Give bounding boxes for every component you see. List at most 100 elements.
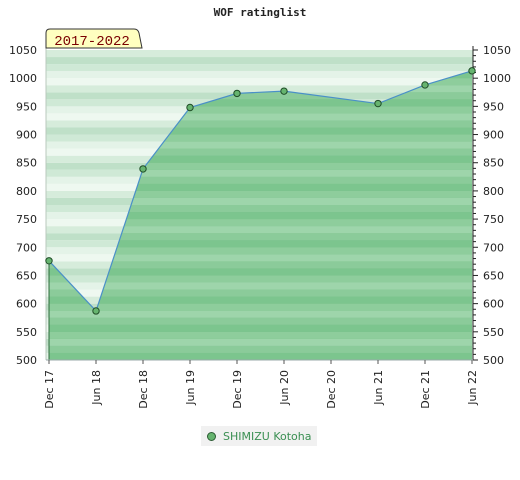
area-stripe [49,338,472,346]
x-tick-label: Dec 21 [419,370,432,409]
y-tick-label-left: 1000 [9,72,37,85]
background-band [46,64,473,72]
area-stripe [49,99,472,107]
data-point [233,89,241,98]
y-tick-label-left: 750 [16,213,37,226]
area-stripe [49,233,472,241]
area-stripe [49,113,472,121]
background-band [46,50,473,58]
x-tick-label: Jun 19 [184,370,197,406]
x-tick-label: Jun 18 [90,370,103,406]
y-tick-label-right: 700 [483,241,504,254]
data-point [45,257,53,265]
area-stripe [49,183,472,191]
area-stripe [49,212,472,220]
data-markers [45,67,476,315]
area-stripe [49,282,472,290]
y-tick-label-right: 850 [483,157,504,170]
area-stripe [49,106,472,114]
y-tick-label-left: 650 [16,269,37,282]
area-stripe [49,296,472,304]
y-tick-label-right: 650 [483,269,504,282]
period-badge: 2017-2022 [45,28,143,50]
area-stripe [49,141,472,149]
data-point [374,99,382,108]
y-tick-label-left: 1050 [9,44,37,57]
y-tick-label-left: 850 [16,157,37,170]
area-stripe [49,261,472,269]
y-tick-label-left: 900 [16,129,37,142]
period-badge-label: 2017-2022 [54,34,130,50]
area-stripe [49,176,472,184]
area-stripe [49,197,472,205]
background-band [46,71,473,79]
x-tick-label: Dec 20 [325,370,338,409]
y-tick-label-right: 950 [483,100,504,113]
legend-label: SHIMIZU Kotoha [223,429,312,443]
y-tick-label-left: 500 [16,354,37,367]
x-tick-label: Dec 17 [43,370,56,409]
area-stripe [49,155,472,163]
area-stripe [49,120,472,128]
area-stripe [49,254,472,262]
y-tick-label-left: 600 [16,298,37,311]
y-tick-label-left: 950 [16,100,37,113]
y-tick-label-left: 800 [16,185,37,198]
y-tick-label-right: 750 [483,213,504,226]
data-point [186,103,194,112]
data-point [468,67,476,75]
y-tick-label-right: 550 [483,326,504,339]
background-band [46,85,473,93]
area-stripe [49,268,472,276]
y-tick-label-right: 600 [483,298,504,311]
area-stripe [49,219,472,227]
area-stripe [49,92,472,100]
legend: SHIMIZU Kotoha [201,426,318,446]
area-stripe [49,169,472,177]
data-point [421,81,429,89]
background-band [46,78,473,86]
period-badge-shape [45,28,143,49]
area-stripe [49,345,472,353]
area-stripe [49,162,472,170]
data-point [139,165,147,173]
x-tick-label: Jun 20 [278,370,291,406]
area-stripe [49,190,472,198]
area-stripe [49,127,472,135]
area-stripe [49,289,472,297]
area-stripe [49,205,472,213]
area-stripe [49,226,472,234]
chart-title: WOF ratinglist [213,6,307,19]
x-tick-label: Dec 18 [137,370,150,409]
area-stripe [49,352,472,360]
y-tick-label-right: 1050 [483,44,511,57]
y-tick-label-right: 900 [483,129,504,142]
legend-marker-icon [207,431,216,441]
area-stripe [49,303,472,311]
y-axis-right-ticks: 500 550 600 650 700 750 800 850 900 950 1000 1050 [473,44,511,367]
area-stripe [49,331,472,339]
y-tick-label-right: 500 [483,354,504,367]
background-band [46,57,473,65]
x-tick-label: Jun 22 [466,370,479,406]
x-tick-label: Jun 21 [372,370,385,406]
area-stripe [49,148,472,156]
area-stripe [49,275,472,283]
y-axis-left-ticks: 500 550 600 650 700 750 800 850 900 950 1000 1050 [9,44,37,367]
y-tick-label-left: 550 [16,326,37,339]
x-tick-label: Dec 19 [231,370,244,409]
area-stripe [49,317,472,325]
data-point [92,307,100,315]
area-stripe [49,324,472,332]
area-stripe [49,240,472,248]
data-point [280,87,288,95]
y-tick-label-right: 800 [483,185,504,198]
axes [45,46,474,361]
x-axis-ticks: Dec 17 Jun 18 Dec 18 Jun 19 Dec 19 Jun 20 Dec … [43,360,479,409]
y-tick-label-right: 1000 [483,72,511,85]
area-stripe [49,134,472,142]
y-tick-label-left: 700 [16,241,37,254]
area-stripe [49,310,472,318]
area-stripe [49,247,472,255]
